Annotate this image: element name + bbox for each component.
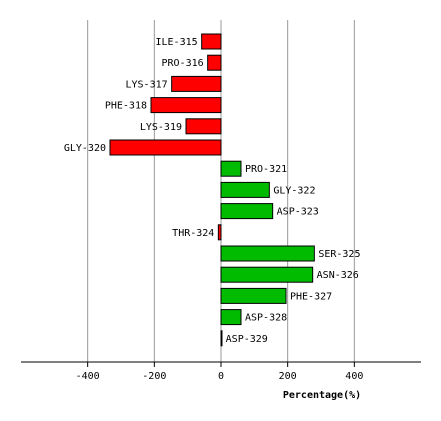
bar-gly-320: [109, 139, 222, 156]
x-tick-label-1: -200: [142, 371, 166, 382]
bar-label-asp-328: ASP-328: [245, 313, 287, 324]
bar-asp-328: [220, 309, 242, 326]
x-tick-label-0: -400: [76, 371, 100, 382]
bar-ser-325: [220, 245, 315, 262]
x-tick-label-2: 0: [218, 371, 224, 382]
bar-label-ser-325: SER-325: [318, 249, 360, 260]
bar-gly-322: [220, 181, 270, 198]
x-tick-label-3: 200: [279, 371, 297, 382]
bar-phe-327: [220, 287, 287, 304]
bar-label-ile-315: ILE-315: [156, 37, 198, 48]
bar-label-asp-329: ASP-329: [226, 334, 268, 345]
bar-asp-329: [220, 330, 223, 347]
bar-label-phe-318: PHE-318: [105, 101, 147, 112]
bar-asn-326: [220, 266, 314, 283]
bar-label-gly-322: GLY-322: [273, 185, 315, 196]
x-axis-title: Percentage(%): [283, 390, 361, 401]
bar-thr-324: [217, 224, 222, 241]
bar-label-phe-327: PHE-327: [290, 291, 332, 302]
bar-pro-316: [207, 54, 222, 71]
bar-label-asp-323: ASP-323: [277, 207, 319, 218]
bar-phe-318: [150, 97, 222, 114]
bar-label-lys-319: LYS-319: [140, 122, 182, 133]
x-tick-label-4: 400: [345, 371, 363, 382]
bar-label-thr-324: THR-324: [172, 228, 214, 239]
bar-labels-layer: ILE-315 PRO-316 LYS-317 PHE-318 LYS-319 GLY-3…: [64, 37, 361, 345]
bar-label-pro-316: PRO-316: [162, 58, 204, 69]
bar-label-gly-320: GLY-320: [64, 143, 106, 154]
bar-lys-317: [171, 75, 222, 92]
bar-lys-319: [185, 118, 222, 135]
bar-label-pro-321: PRO-321: [245, 164, 287, 175]
bar-ile-315: [201, 33, 222, 50]
bars-layer: [109, 33, 315, 347]
bar-label-asn-326: ASN-326: [317, 270, 359, 281]
bar-asp-323: [220, 203, 274, 220]
bar-pro-321: [220, 160, 242, 177]
x-axis: -400 -200 0 200 400: [21, 361, 421, 382]
bar-label-lys-317: LYS-317: [126, 79, 168, 90]
